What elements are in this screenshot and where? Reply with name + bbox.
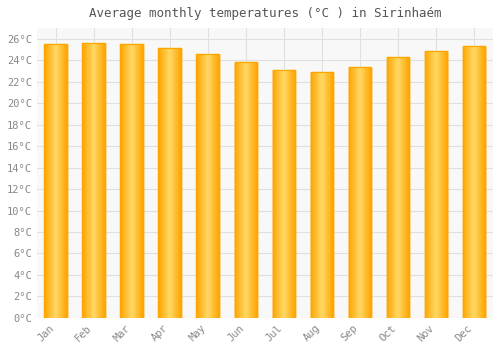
Bar [82,43,105,318]
Bar [196,54,220,318]
Bar [386,57,409,318]
Bar [272,70,295,318]
Bar [462,46,485,318]
Bar [348,67,372,318]
Title: Average monthly temperatures (°C ) in Sirinhaém: Average monthly temperatures (°C ) in Si… [88,7,441,20]
Bar [424,51,448,318]
Bar [120,44,144,318]
Bar [44,44,67,318]
Bar [310,72,334,318]
Bar [158,48,182,318]
Bar [234,62,258,318]
